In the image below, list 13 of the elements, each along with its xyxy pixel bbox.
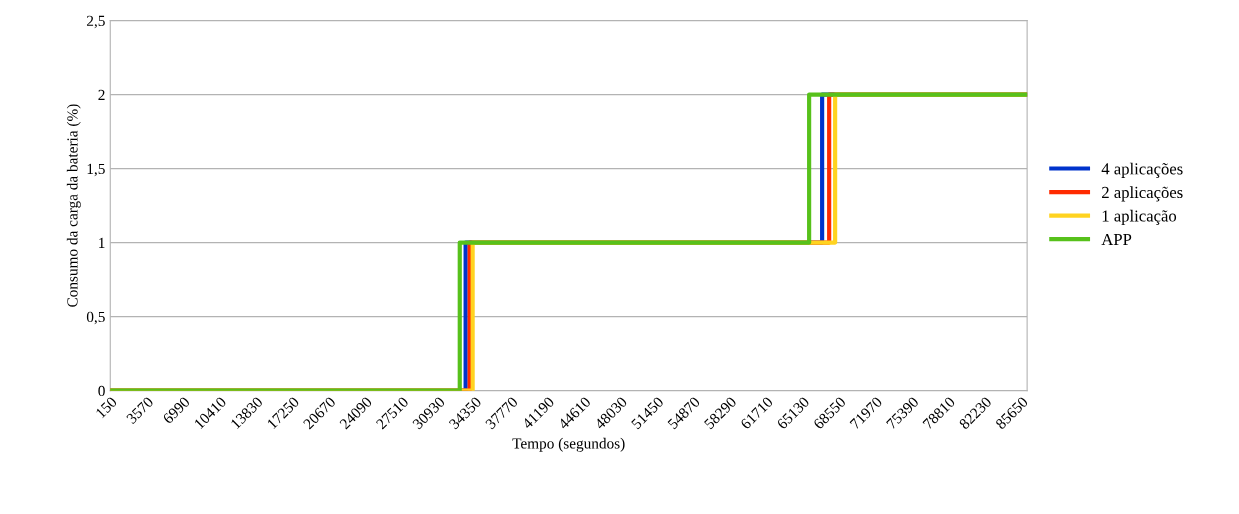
x-axis-title: Tempo (segundos) [512, 437, 625, 452]
legend-label: 2 aplicações [1102, 186, 1183, 202]
y-tick-label: 1 [99, 237, 105, 248]
legend-label: 4 aplicações [1101, 162, 1183, 178]
y-tick-label: 0,5 [86, 311, 105, 325]
y-tick-label: 2,5 [86, 15, 105, 29]
y-axis-title: Consumo da carga da bateria (%) [66, 104, 81, 307]
x-tick-label: 150 [95, 396, 118, 419]
legend-label: APP [1101, 233, 1132, 245]
y-tick-label: 1,5 [87, 163, 105, 177]
y-tick-label: 0 [98, 385, 105, 397]
legend-label: 1 aplicação [1102, 209, 1177, 225]
y-tick-label: 2 [98, 89, 105, 100]
